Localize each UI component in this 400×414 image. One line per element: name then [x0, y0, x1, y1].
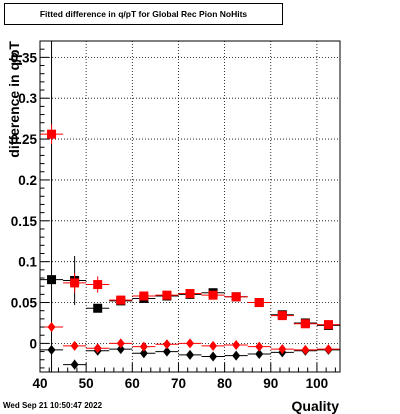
- data-point-diamond: [47, 322, 56, 333]
- data-point-diamond: [116, 344, 125, 355]
- y-tick-label: 0: [29, 336, 37, 351]
- data-point-square: [139, 291, 149, 301]
- data-point-square: [185, 289, 195, 299]
- y-tick-label: 0.15: [11, 214, 38, 229]
- plot-frame: [39, 40, 341, 373]
- y-tick-label: 0.05: [11, 296, 38, 311]
- data-point-square: [47, 275, 57, 285]
- data-point-diamond: [209, 351, 218, 362]
- x-axis-label: Quality: [292, 398, 340, 414]
- data-point-diamond: [162, 346, 171, 357]
- data-point-square: [162, 290, 172, 300]
- x-tick-label: 60: [125, 376, 140, 391]
- data-point-diamond: [301, 344, 310, 355]
- data-point-square: [277, 311, 287, 321]
- data-point-square: [323, 320, 333, 330]
- data-point-diamond: [255, 341, 264, 352]
- data-point-diamond: [232, 340, 241, 351]
- data-point-square: [231, 292, 241, 302]
- data-point-square: [300, 319, 310, 329]
- data-point-square: [93, 280, 103, 290]
- x-tick-label: 40: [32, 376, 47, 391]
- y-tick-label: 0.1: [18, 255, 37, 270]
- data-point-diamond: [139, 348, 148, 359]
- axes: 40 50 60 70 80 90 100 0 0.05 0.1 0.15 0.2 0.25 0.3 0.3…: [11, 40, 336, 391]
- series-group: [40, 124, 340, 330]
- x-tick-label: 100: [306, 376, 329, 391]
- data-point-square: [208, 290, 218, 300]
- data-point-diamond: [116, 338, 125, 349]
- data-point-square: [116, 295, 126, 305]
- data-point-diamond: [232, 350, 241, 361]
- timestamp-label: Wed Sep 21 10:50:47 2022: [3, 401, 103, 410]
- data-point-diamond: [93, 343, 102, 354]
- data-point-diamond: [255, 349, 264, 360]
- data-point-diamond: [70, 340, 79, 351]
- data-point-diamond: [324, 344, 333, 355]
- y-tick-label: 0.25: [11, 132, 38, 147]
- data-point-diamond: [186, 338, 194, 349]
- data-point-square: [254, 298, 264, 308]
- data-point-diamond: [70, 359, 79, 370]
- data-point-diamond: [278, 344, 287, 355]
- data-point-square: [70, 278, 80, 288]
- y-axis-label: difference in q/pT: [6, 41, 22, 158]
- data-point-diamond: [186, 349, 194, 360]
- x-tick-label: 90: [263, 376, 278, 391]
- x-tick-label: 80: [217, 376, 232, 391]
- data-point-diamond: [139, 341, 148, 352]
- chart-title: Fitted difference in q/pT for Global Rec…: [4, 3, 283, 25]
- data-point-diamond: [162, 339, 171, 350]
- y-tick-label: 0.35: [11, 50, 38, 65]
- series-group: [40, 322, 340, 355]
- x-tick-label: 50: [79, 376, 94, 391]
- data-series: [40, 41, 340, 372]
- data-point-square: [93, 303, 103, 313]
- y-tick-label: 0.2: [18, 173, 37, 188]
- data-point-square: [47, 129, 57, 139]
- x-tick-label: 70: [171, 376, 186, 391]
- data-point-diamond: [209, 340, 218, 351]
- series-group: [40, 41, 340, 372]
- y-tick-label: 0.3: [18, 91, 37, 106]
- grid-lines: [40, 41, 340, 372]
- data-point-diamond: [47, 344, 56, 355]
